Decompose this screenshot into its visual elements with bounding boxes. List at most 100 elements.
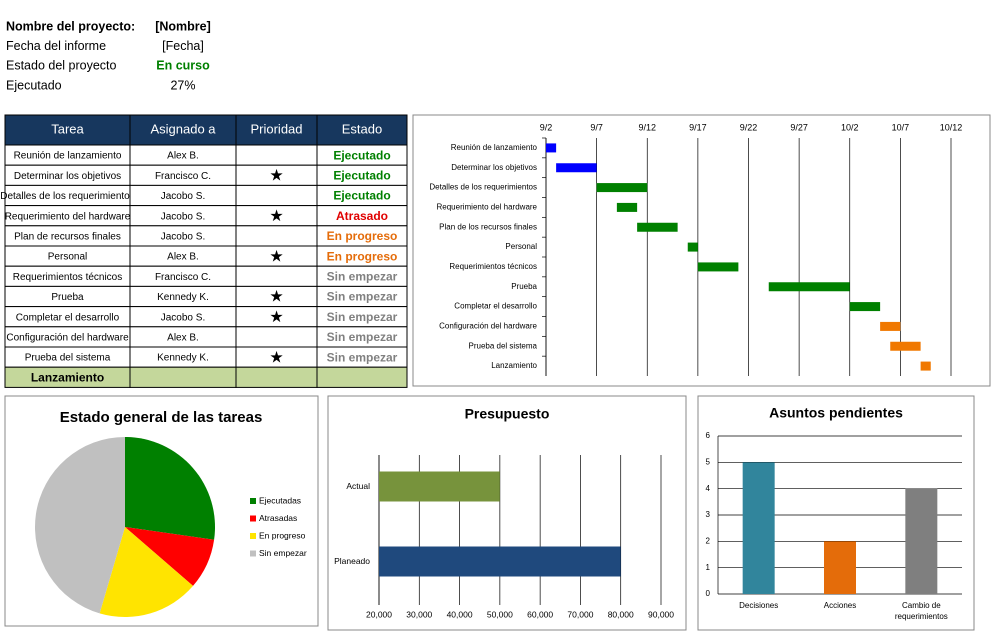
cell xyxy=(235,184,318,207)
bar xyxy=(742,462,775,594)
table-task: Determinar los objetivos xyxy=(14,171,121,182)
column-header: Asignado a xyxy=(150,121,216,136)
cell xyxy=(235,265,318,287)
x-tick-label: 9/27 xyxy=(790,122,808,132)
legend-label: En progreso xyxy=(259,530,306,540)
task-label: Lanzamiento xyxy=(491,361,537,370)
info-value: [Fecha] xyxy=(162,39,204,53)
task-label: Plan de los recursos finales xyxy=(439,222,537,231)
table-status: Atrasado xyxy=(336,209,388,223)
gantt-bar xyxy=(890,341,921,351)
column-header: Tarea xyxy=(51,121,84,136)
info-label: Estado del proyecto xyxy=(6,59,117,73)
info-label: Nombre del proyecto: xyxy=(6,19,135,33)
pie-slice xyxy=(125,437,216,540)
table-priority: ★ xyxy=(269,349,283,366)
table-priority: ★ xyxy=(269,309,283,326)
x-tick-label: Cambio de requerimientos xyxy=(895,601,948,621)
x-tick-label: 9/7 xyxy=(590,122,603,132)
column-header: Prioridad xyxy=(250,121,302,136)
bar xyxy=(379,471,500,502)
info-label: Fecha del informe xyxy=(6,39,106,53)
x-tick-label: 70,000 xyxy=(567,609,593,619)
task-label: Personal xyxy=(505,242,537,251)
x-tick-label: 9/12 xyxy=(638,122,656,132)
table-priority: ★ xyxy=(269,248,283,265)
x-tick-label: Decisiones xyxy=(739,601,778,610)
table-status: Ejecutado xyxy=(333,168,390,182)
table-task: Completar el desarrollo xyxy=(16,312,120,323)
gantt-bar xyxy=(849,302,881,312)
y-tick-label: 3 xyxy=(706,510,711,519)
chart-title: Estado general de las tareas xyxy=(60,409,263,426)
legend-label: Sin empezar xyxy=(259,548,307,558)
table-status: Sin empezar xyxy=(327,310,398,324)
table-task: Personal xyxy=(48,252,87,263)
category-label: Planeado xyxy=(334,556,370,566)
table-task: Plan de recursos finales xyxy=(14,232,121,243)
chart-title: Asuntos pendientes xyxy=(769,405,903,421)
table-status: Sin empezar xyxy=(327,350,398,364)
table-assignee: Alex B. xyxy=(167,151,199,162)
pie-slice xyxy=(34,437,126,614)
table-assignee: Francisco C. xyxy=(155,171,211,182)
bar xyxy=(379,546,621,577)
table-task: Requerimientos técnicos xyxy=(13,272,123,283)
cell xyxy=(235,326,318,348)
pie-slice xyxy=(125,527,215,586)
cell xyxy=(235,225,318,247)
gantt-bar xyxy=(920,361,931,371)
x-tick-label: 9/22 xyxy=(740,122,758,132)
table-assignee: Francisco C. xyxy=(155,272,211,283)
x-tick-label: 80,000 xyxy=(608,609,634,619)
table-task: Prueba del sistema xyxy=(25,353,111,364)
task-label: Requerimientos técnicos xyxy=(449,262,537,271)
table-status: Sin empezar xyxy=(327,290,398,304)
cell xyxy=(235,144,318,166)
footer-cell xyxy=(316,366,408,388)
pie-slice xyxy=(99,527,194,617)
x-tick-label: 60,000 xyxy=(527,609,553,619)
info-value: [Nombre] xyxy=(155,19,211,33)
gantt-bar xyxy=(596,183,648,193)
legend-label: Ejecutadas xyxy=(259,495,301,505)
table-priority: ★ xyxy=(269,208,283,225)
legend-label: Atrasadas xyxy=(259,513,297,523)
task-label: Configuración del hardware xyxy=(439,322,537,331)
x-tick-label: 40,000 xyxy=(447,609,473,619)
table-task: Prueba xyxy=(51,292,84,303)
y-tick-label: 4 xyxy=(706,484,711,493)
footer-cell xyxy=(129,366,237,388)
table-status: Sin empezar xyxy=(327,330,398,344)
gantt-frame xyxy=(412,114,991,387)
gantt-bar xyxy=(637,222,678,232)
x-tick-label: 10/2 xyxy=(841,122,859,132)
table-status: Ejecutado xyxy=(333,189,390,203)
table-task: Detalles de los requerimientos xyxy=(0,191,135,202)
column-header: Estado xyxy=(342,121,382,136)
table-assignee: Kennedy K. xyxy=(157,292,209,303)
x-tick-label: Acciones xyxy=(824,601,856,610)
bar xyxy=(824,541,856,594)
y-tick-label: 1 xyxy=(706,563,711,572)
y-tick-label: 0 xyxy=(706,589,711,598)
x-tick-label: 10/7 xyxy=(892,122,910,132)
task-label: Detalles de los requerimientos xyxy=(429,183,537,192)
legend-swatch xyxy=(250,498,256,504)
table-assignee: Jacobo S. xyxy=(161,232,205,243)
table-assignee: Alex B. xyxy=(167,252,199,263)
task-label: Determinar los objetivos xyxy=(451,163,537,172)
y-tick-label: 6 xyxy=(706,431,711,440)
x-tick-label: 9/2 xyxy=(540,122,553,132)
y-tick-label: 2 xyxy=(706,536,711,545)
table-assignee: Jacobo S. xyxy=(161,312,205,323)
task-label: Reunión de lanzamiento xyxy=(451,143,538,152)
gantt-bar xyxy=(687,242,698,252)
info-label: Ejecutado xyxy=(6,78,62,92)
table-status: En progreso xyxy=(327,229,398,243)
gantt-bar xyxy=(556,163,597,173)
bar xyxy=(905,488,938,594)
table-assignee: Jacobo S. xyxy=(161,191,205,202)
gantt-bar xyxy=(697,262,739,272)
gantt-bar xyxy=(768,282,850,292)
